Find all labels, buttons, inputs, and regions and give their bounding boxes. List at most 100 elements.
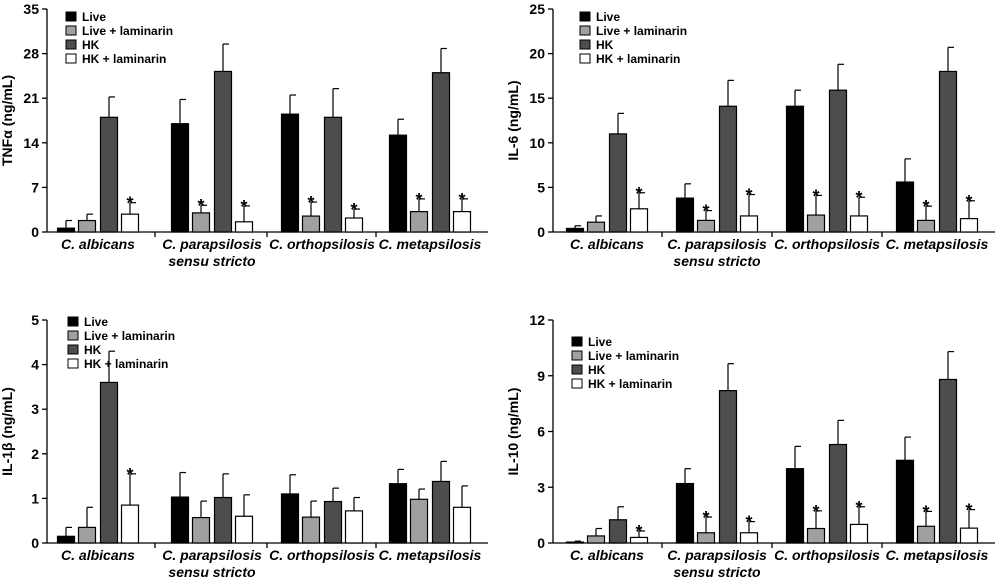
- y-tick-label: 28: [23, 46, 39, 62]
- bar: [938, 70, 958, 233]
- bar: [452, 211, 472, 233]
- legend-label: HK + laminarin: [596, 52, 680, 66]
- significance-star: *: [922, 502, 929, 522]
- significance-star: *: [240, 197, 247, 217]
- bar: [565, 541, 585, 544]
- bar: [806, 214, 826, 233]
- chart-panel-1: 0 7 14 21 28 35 TNFα (ng/mL) C. albicans C. para…: [0, 1, 488, 269]
- x-category-label: C. orthopsilosis: [269, 547, 375, 563]
- bar: [323, 116, 343, 233]
- x-category-label: C. albicans: [570, 547, 644, 563]
- y-tick-label: 3: [537, 479, 545, 495]
- significance-star: *: [350, 200, 357, 220]
- significance-star: *: [458, 190, 465, 210]
- significance-star: *: [745, 186, 752, 206]
- chart-panel-3: 0 1 2 3 4 5 IL-1β (ng/mL) C. albicans C. parapsi…: [0, 312, 488, 580]
- significance-star: *: [702, 202, 709, 222]
- y-tick-label: 0: [537, 535, 545, 551]
- bar: [586, 221, 606, 233]
- legend-swatch: [67, 316, 79, 327]
- significance-star: *: [635, 184, 642, 204]
- bar: [849, 523, 869, 544]
- bar: [344, 510, 364, 544]
- legend-label: HK + laminarin: [588, 377, 672, 391]
- legend-swatch: [579, 39, 591, 50]
- bar: [828, 89, 848, 233]
- x-category-label: sensu stricto: [168, 564, 256, 580]
- y-tick-label: 9: [537, 368, 545, 384]
- chart-panel-2: 0 5 10 15 20 25 IL-6 (ng/mL) C. albicans C. para…: [505, 1, 995, 269]
- legend-swatch: [67, 344, 79, 355]
- legend-label: Live: [596, 10, 620, 24]
- bar: [56, 227, 76, 233]
- bar: [785, 105, 805, 233]
- x-category-label: C. orthopsilosis: [774, 236, 880, 252]
- x-category-label: C. parapsilosis: [667, 547, 767, 563]
- legend-swatch: [65, 53, 77, 64]
- y-tick-label: 12: [529, 312, 545, 328]
- legend-label: Live + laminarin: [588, 349, 679, 363]
- legend-swatch: [65, 11, 77, 22]
- legend-label: HK + laminarin: [82, 52, 166, 66]
- significance-star: *: [812, 502, 819, 522]
- legend-label: HK: [84, 343, 102, 357]
- x-category-label: C. parapsilosis: [162, 547, 262, 563]
- bar: [959, 527, 979, 544]
- significance-star: *: [812, 186, 819, 206]
- legend-label: Live: [84, 315, 108, 329]
- bar: [739, 215, 759, 233]
- legend-label: Live + laminarin: [596, 24, 687, 38]
- significance-star: *: [635, 522, 642, 542]
- bar: [431, 480, 451, 544]
- y-tick-label: 5: [31, 312, 39, 328]
- significance-star: *: [855, 498, 862, 518]
- x-category-label: C. parapsilosis: [667, 236, 767, 252]
- x-category-label: C. orthopsilosis: [774, 547, 880, 563]
- x-category-label: C. metapsilosis: [379, 547, 482, 563]
- legend-label: HK: [596, 38, 614, 52]
- bar: [938, 378, 958, 544]
- x-category-label: C. albicans: [570, 236, 644, 252]
- x-category-label: C. parapsilosis: [162, 236, 262, 252]
- bar: [718, 105, 738, 233]
- legend-swatch: [65, 25, 77, 36]
- x-category-label: sensu stricto: [673, 564, 761, 580]
- legend-swatch: [67, 358, 79, 369]
- y-axis-title: IL-1β (ng/mL): [0, 387, 15, 476]
- legend-swatch: [571, 336, 583, 347]
- x-category-label: sensu stricto: [673, 253, 761, 269]
- chart-panel-4: 0 3 6 9 12 IL-10 (ng/mL) C. albicans C. parapsi…: [505, 312, 995, 580]
- y-tick-label: 1: [31, 490, 39, 506]
- bar: [191, 212, 211, 233]
- bar: [608, 133, 628, 233]
- bar: [301, 516, 321, 544]
- legend-label: HK + laminarin: [84, 357, 168, 371]
- y-tick-label: 7: [31, 179, 39, 195]
- bar: [170, 496, 190, 544]
- y-axis-title: IL-6 (ng/mL): [505, 80, 521, 160]
- y-tick-label: 6: [537, 424, 545, 440]
- y-tick-label: 21: [23, 90, 39, 106]
- x-category-label: C. albicans: [61, 236, 135, 252]
- bar: [959, 218, 979, 233]
- bar: [431, 72, 451, 233]
- legend-swatch: [571, 350, 583, 361]
- y-axis-title: TNFα (ng/mL): [0, 75, 15, 166]
- bar: [191, 516, 211, 544]
- legend-label: HK: [82, 38, 100, 52]
- significance-star: *: [415, 190, 422, 210]
- legend-label: Live + laminarin: [84, 329, 175, 343]
- bar: [323, 500, 343, 544]
- bar: [301, 215, 321, 233]
- legend-swatch: [571, 378, 583, 389]
- bar: [828, 443, 848, 544]
- bar: [409, 498, 429, 544]
- y-tick-label: 0: [31, 224, 39, 240]
- y-tick-label: 15: [529, 90, 545, 106]
- significance-star: *: [745, 513, 752, 533]
- bar: [77, 219, 97, 233]
- significance-star: *: [197, 196, 204, 216]
- significance-star: *: [702, 508, 709, 528]
